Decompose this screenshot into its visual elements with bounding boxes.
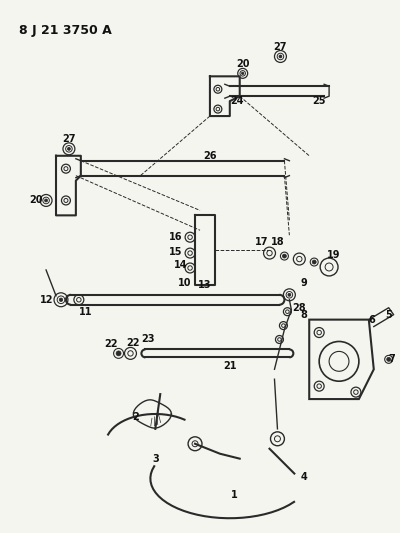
Text: 19: 19 [327, 250, 341, 260]
Circle shape [387, 357, 391, 361]
Text: 1: 1 [231, 490, 238, 500]
Text: 20: 20 [236, 59, 250, 69]
Text: 7: 7 [388, 354, 395, 365]
Text: 24: 24 [230, 96, 244, 106]
Text: 4: 4 [301, 472, 308, 481]
Text: 6: 6 [368, 314, 375, 325]
Text: 15: 15 [170, 247, 183, 257]
Circle shape [44, 199, 48, 202]
Text: 28: 28 [292, 303, 306, 313]
Circle shape [282, 254, 286, 258]
Circle shape [116, 351, 121, 356]
Text: 13: 13 [198, 280, 212, 290]
Text: 8: 8 [301, 310, 308, 320]
Text: 11: 11 [79, 306, 92, 317]
Circle shape [68, 147, 70, 150]
Text: 17: 17 [255, 237, 268, 247]
Text: 2: 2 [132, 412, 139, 422]
Text: 23: 23 [142, 335, 155, 344]
Circle shape [279, 55, 282, 58]
Text: 22: 22 [127, 338, 140, 349]
Text: 25: 25 [312, 96, 326, 106]
Text: 26: 26 [203, 151, 217, 161]
Text: 5: 5 [385, 310, 392, 320]
Text: 14: 14 [174, 260, 188, 270]
Text: 20: 20 [29, 196, 43, 205]
Text: 18: 18 [271, 237, 284, 247]
Circle shape [242, 72, 244, 75]
Text: 10: 10 [178, 278, 192, 288]
Circle shape [59, 298, 63, 302]
Text: 12: 12 [40, 295, 54, 305]
Text: 22: 22 [104, 340, 117, 350]
Text: 27: 27 [274, 42, 287, 52]
Circle shape [288, 293, 291, 296]
Text: 8 J 21 3750 A: 8 J 21 3750 A [19, 23, 112, 37]
Text: 21: 21 [223, 361, 236, 372]
Text: 9: 9 [301, 278, 308, 288]
Text: 16: 16 [170, 232, 183, 242]
Text: 3: 3 [152, 454, 159, 464]
Circle shape [312, 260, 316, 264]
Text: 27: 27 [62, 134, 76, 144]
